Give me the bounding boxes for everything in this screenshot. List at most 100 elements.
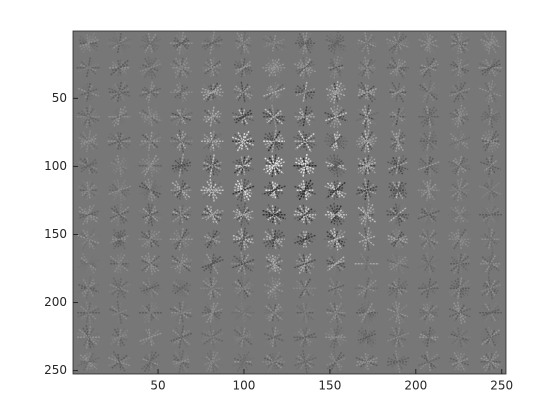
- hog-glyph: [329, 277, 343, 299]
- hog-glyph: [329, 302, 343, 323]
- hog-glyph: [426, 252, 432, 275]
- hog-glyph: [360, 81, 374, 103]
- hog-glyph: [326, 305, 345, 321]
- hog-glyph: [145, 329, 156, 346]
- hog-glyph: [172, 186, 191, 195]
- hog-glyph: [426, 329, 431, 346]
- hog-glyph: [390, 233, 405, 246]
- hog-glyph: [201, 38, 223, 48]
- hog-glyph: [201, 332, 224, 342]
- hog-glyph: [295, 284, 315, 293]
- hog-glyph: [235, 85, 251, 99]
- hog-glyph: [85, 301, 92, 324]
- hog-glyph: [456, 202, 463, 227]
- hog-glyph: [294, 332, 316, 342]
- hog-glyph: [356, 185, 378, 195]
- hog-glyph: [176, 109, 186, 125]
- x-tick-label: 50: [150, 379, 165, 393]
- hog-glyph: [235, 333, 252, 341]
- hog-glyph: [112, 32, 126, 54]
- hog-glyph: [142, 64, 159, 72]
- hog-glyph: [178, 31, 185, 56]
- hog-glyph: [77, 87, 100, 97]
- hog-glyph: [449, 279, 470, 297]
- hog-glyph: [112, 106, 126, 128]
- hog-glyph: [333, 231, 338, 248]
- hog-glyph: [453, 130, 467, 152]
- hog-glyph: [360, 302, 373, 323]
- hog-glyph: [454, 329, 465, 345]
- hog-glyph: [234, 137, 252, 145]
- hog-glyph: [329, 135, 343, 147]
- hog-glyph: [82, 180, 95, 201]
- hog-glyph: [387, 259, 408, 269]
- hog-glyph: [264, 83, 284, 101]
- hog-glyph: [364, 59, 369, 76]
- hog-glyph: [203, 84, 222, 101]
- hog-glyph: [395, 59, 400, 76]
- hog-glyph: [203, 256, 222, 272]
- hog-glyph: [231, 259, 255, 269]
- hog-glyph: [178, 129, 184, 153]
- hog-glyph: [294, 332, 316, 342]
- hog-glyph: [112, 159, 127, 172]
- hog-glyph: [209, 154, 215, 178]
- hog-glyph: [364, 178, 370, 202]
- y-tick-label: 200: [44, 295, 67, 309]
- hog-glyph: [453, 302, 467, 324]
- hog-glyph: [232, 357, 254, 367]
- hog-glyph: [266, 333, 282, 341]
- hog-glyph: [454, 353, 466, 371]
- hog-glyph: [170, 210, 192, 220]
- hog-glyph: [329, 326, 343, 348]
- hog-glyph: [390, 113, 406, 121]
- hog-glyph: [170, 234, 193, 244]
- hog-glyph: [481, 255, 500, 272]
- x-tick-label: 100: [233, 379, 256, 393]
- hog-glyph: [233, 157, 253, 174]
- hog-glyph: [142, 358, 159, 366]
- hog-glyph: [333, 325, 339, 350]
- hog-glyph: [108, 136, 131, 146]
- hog-glyph: [263, 38, 285, 48]
- hog-glyph: [449, 39, 470, 48]
- hog-glyph: [419, 353, 439, 370]
- hog-glyph: [110, 259, 129, 268]
- hog-glyph: [175, 303, 188, 323]
- hog-glyph: [326, 109, 345, 125]
- hog-glyph: [417, 161, 440, 171]
- hog-glyph: [364, 129, 370, 153]
- hog-glyph: [201, 332, 224, 342]
- hog-glyph: [232, 210, 254, 220]
- hog-glyph: [200, 258, 224, 269]
- hog-glyph: [234, 112, 253, 121]
- hog-glyph: [206, 351, 219, 372]
- hog-glyph: [240, 178, 246, 202]
- hog-glyph: [116, 31, 123, 55]
- hog-glyph: [357, 333, 376, 342]
- hog-glyph: [240, 31, 246, 55]
- hog-glyph: [235, 36, 251, 50]
- hog-glyph: [297, 186, 313, 194]
- hog-glyph: [81, 184, 96, 197]
- hog-glyph: [82, 278, 95, 298]
- hog-glyph: [450, 59, 469, 76]
- hog-glyph: [271, 304, 277, 321]
- hog-glyph: [302, 230, 308, 248]
- hog-glyph: [294, 210, 316, 220]
- hog-glyph: [264, 108, 284, 125]
- hog-glyph: [271, 34, 277, 52]
- hog-glyph: [295, 308, 315, 317]
- hog-glyph: [387, 283, 409, 293]
- hog-glyph: [85, 203, 92, 226]
- hog-glyph: [483, 282, 498, 295]
- hog-glyph: [112, 228, 126, 250]
- hog-glyph: [80, 158, 97, 173]
- hog-glyph: [487, 105, 494, 129]
- hog-glyph: [179, 206, 184, 224]
- hog-glyph: [236, 180, 250, 201]
- hog-glyph: [448, 332, 471, 342]
- hog-glyph: [107, 38, 131, 48]
- hog-glyph: [451, 330, 468, 345]
